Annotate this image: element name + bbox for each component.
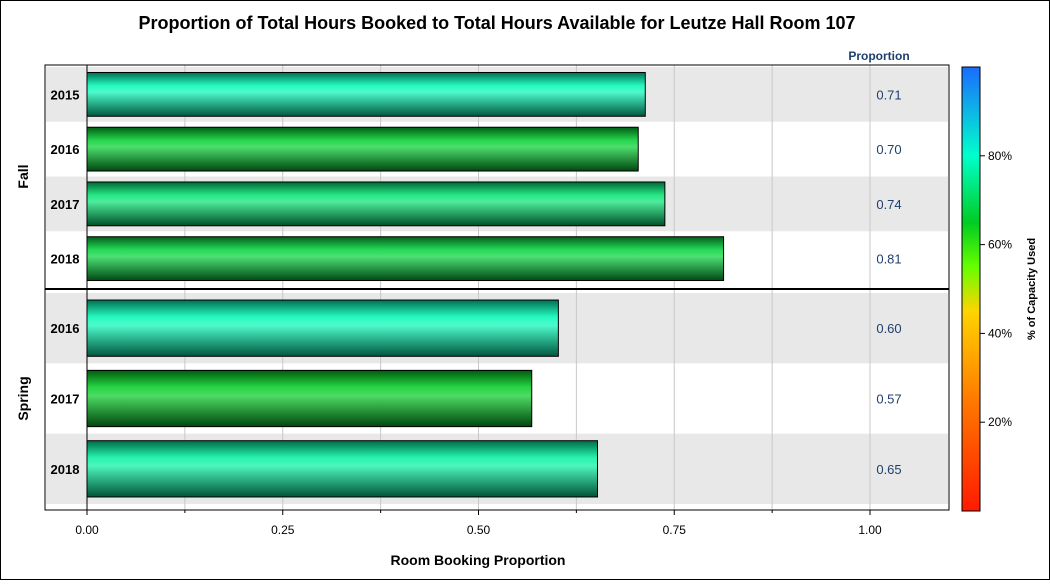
bar-spring-2017 bbox=[86, 369, 533, 428]
value-label: 0.65 bbox=[876, 462, 901, 477]
value-label: 0.60 bbox=[876, 321, 901, 336]
colorbar-label: % of Capacity Used bbox=[1026, 238, 1038, 340]
group-label-fall: Fall bbox=[15, 164, 31, 188]
x-tick-label: 0.25 bbox=[271, 523, 295, 537]
x-tick-label: 0.75 bbox=[663, 523, 687, 537]
bar-fall-2017 bbox=[86, 181, 666, 227]
colorbar-tick-label: 60% bbox=[988, 238, 1012, 252]
value-label: 0.74 bbox=[876, 197, 901, 212]
plot-area: 2015 0.71 2016 0.70 2017 0.74 2018 0.81 Fall 2016… bbox=[15, 64, 950, 537]
row-label: 2016 bbox=[51, 321, 80, 336]
value-label: 0.57 bbox=[876, 392, 901, 407]
bar-fall-2015 bbox=[86, 71, 646, 117]
value-column-header: Proportion bbox=[848, 49, 909, 63]
row-label: 2016 bbox=[51, 142, 80, 157]
plot-frame bbox=[44, 64, 950, 511]
row-label: 2017 bbox=[51, 392, 80, 407]
bar-fall-2018 bbox=[86, 236, 725, 282]
x-tick-label: 0.00 bbox=[75, 523, 99, 537]
row-label: 2018 bbox=[51, 462, 80, 477]
row-label: 2018 bbox=[51, 252, 80, 267]
colorbar: 20% 40% 60% 80% bbox=[961, 66, 1012, 512]
group-label-spring: Spring bbox=[15, 376, 31, 420]
value-label: 0.70 bbox=[876, 142, 901, 157]
x-tick-label: 0.50 bbox=[467, 523, 491, 537]
colorbar-gradient bbox=[961, 66, 981, 512]
bar-fall-2016 bbox=[86, 126, 639, 172]
bar-spring-2018 bbox=[86, 440, 599, 498]
colorbar-tick-label: 40% bbox=[988, 326, 1012, 340]
x-tick-label: 1.00 bbox=[858, 523, 882, 537]
colorbar-tick-label: 20% bbox=[988, 415, 1012, 429]
chart-title: Proportion of Total Hours Booked to Tota… bbox=[138, 13, 855, 33]
row-label: 2015 bbox=[51, 87, 80, 102]
value-label: 0.71 bbox=[876, 87, 901, 102]
colorbar-tick-label: 80% bbox=[988, 149, 1012, 163]
row-label: 2017 bbox=[51, 197, 80, 212]
value-label: 0.81 bbox=[876, 252, 901, 267]
bar-spring-2016 bbox=[86, 299, 559, 357]
x-axis-label: Room Booking Proportion bbox=[391, 552, 566, 568]
